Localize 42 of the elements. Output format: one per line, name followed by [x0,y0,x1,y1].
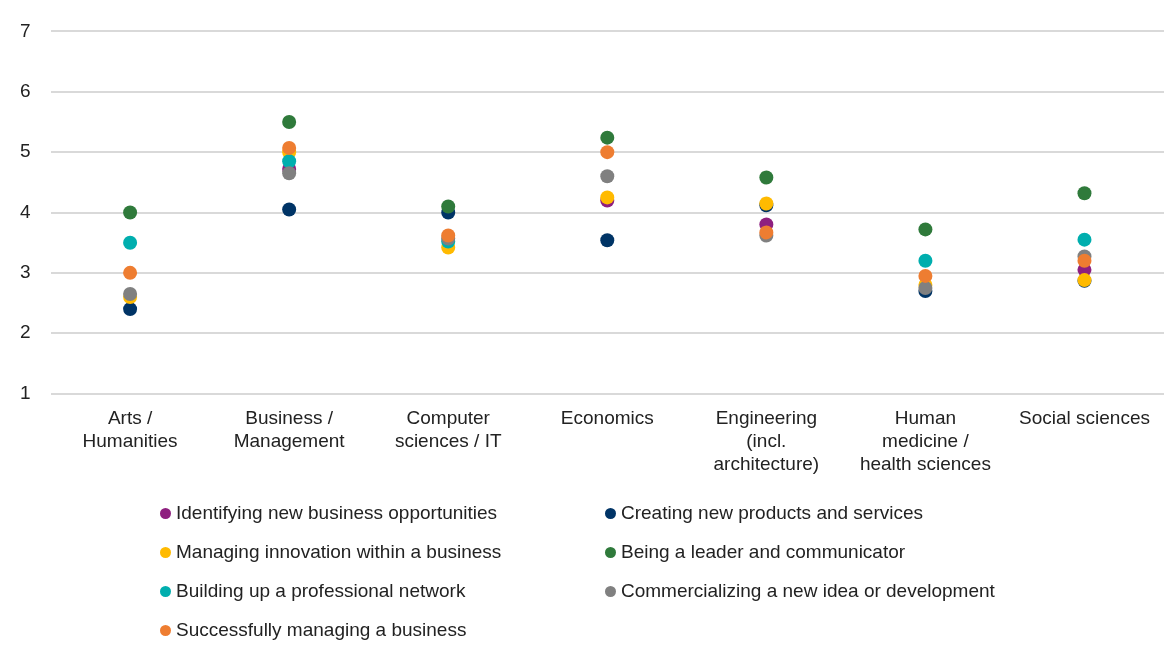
legend-label: Building up a professional network [176,580,466,602]
point [282,166,297,181]
point [600,233,615,248]
legend-label: Managing innovation within a business [176,541,502,563]
x-tick-label: Computer sciences / IT [394,407,502,452]
point [918,222,933,237]
point [600,130,615,145]
legend-label: Being a leader and communicator [621,541,906,563]
y-tick-label: 4 [19,200,31,222]
legend-label: Identifying new business opportunities [176,502,498,524]
x-tick-label: Business / Management [233,407,346,452]
point [918,253,933,268]
x-tick-label: Economics [560,407,654,429]
point [759,170,774,185]
point [123,302,138,317]
point [1077,253,1092,268]
legend-label: Creating new products and services [621,502,924,524]
y-tick-label: 7 [19,19,31,41]
x-tick-label: Social sciences [1018,407,1150,429]
y-tick-label: 5 [19,140,31,162]
point [600,169,615,184]
x-tick-label: Arts / Humanities [82,407,178,452]
point [123,265,138,280]
legend-label: Commercializing a new idea or development [621,580,995,602]
point [1077,186,1092,201]
y-tick-label: 6 [19,80,31,101]
point [918,268,933,283]
point [123,235,138,250]
point [123,205,138,220]
point [282,154,297,169]
y-tick-label: 1 [19,381,31,403]
legend-label: Successfully managing a business [176,619,467,641]
x-tick-label: Engineering (incl. architecture) [713,407,820,474]
x-tick-label: Human medicine / health sciences [859,407,991,474]
point [282,140,297,155]
point [282,114,297,129]
point [441,199,456,214]
point [282,202,297,217]
y-tick-label: 3 [19,261,31,283]
point [600,145,615,160]
y-tick-label: 2 [19,321,31,343]
point [1077,232,1092,247]
